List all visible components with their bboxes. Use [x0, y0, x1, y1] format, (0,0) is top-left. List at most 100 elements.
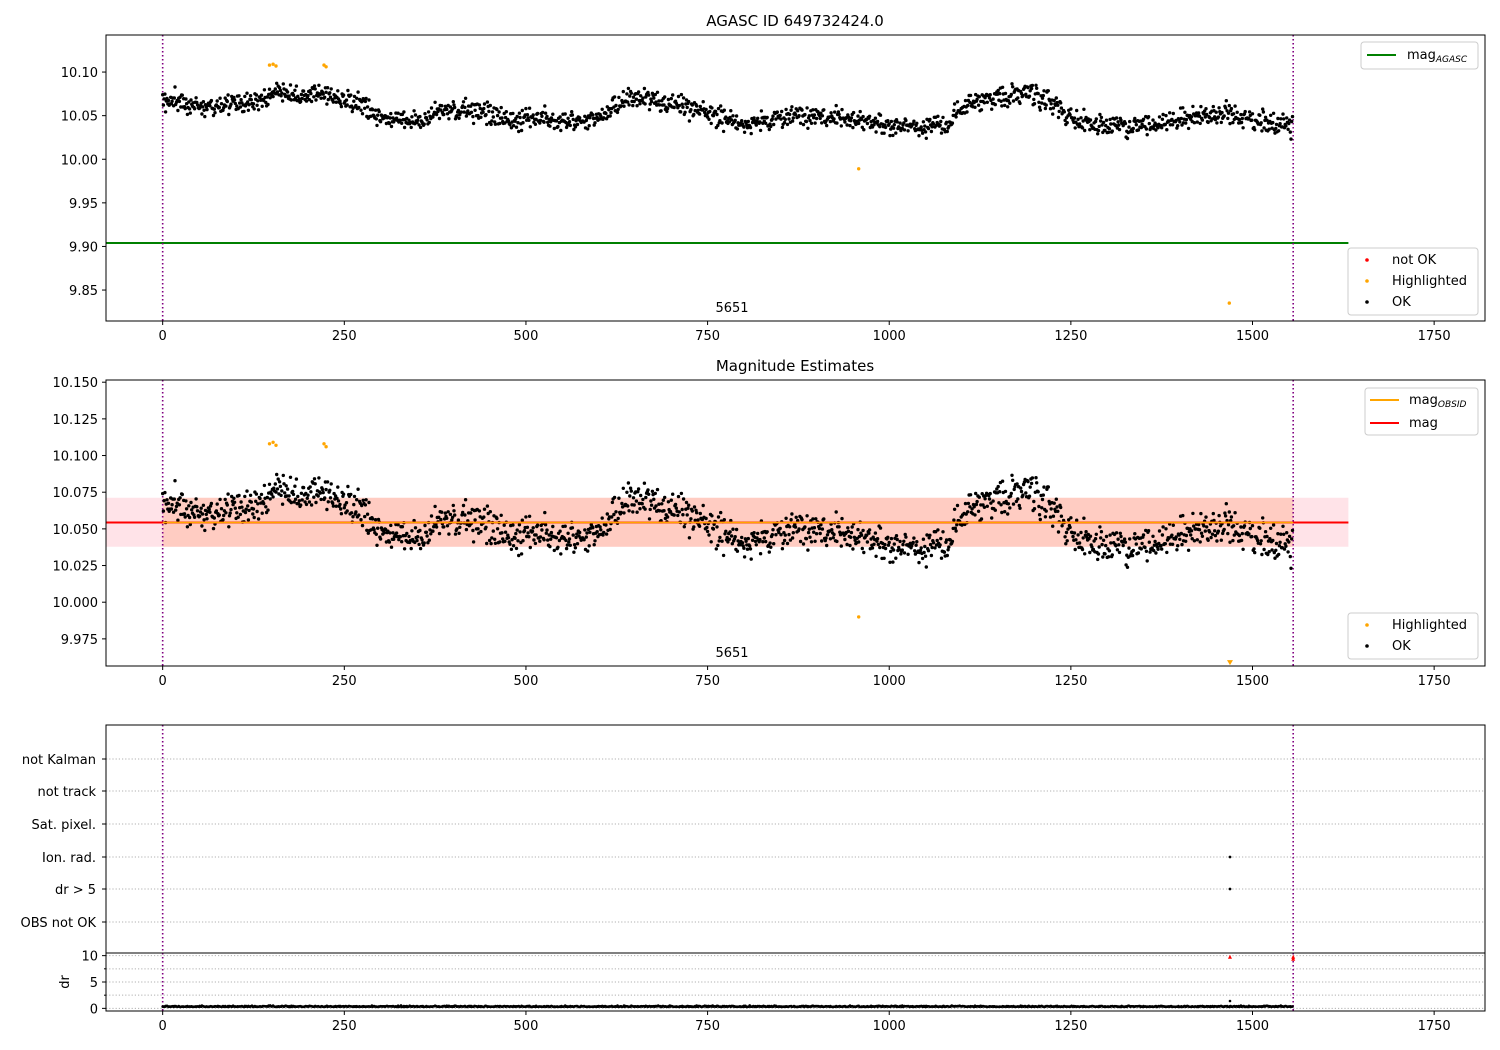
ok-point: [499, 105, 503, 110]
ok-point: [1038, 517, 1043, 522]
ok-point: [501, 537, 505, 541]
ok-point: [320, 487, 325, 492]
dr-clipped-marker: [1227, 954, 1232, 959]
ok-point: [464, 114, 469, 118]
ok-point: [1125, 136, 1130, 141]
ok-point: [928, 117, 932, 122]
ok-point: [277, 86, 282, 90]
ok-point: [189, 98, 193, 102]
ok-point: [912, 119, 916, 123]
ok-point: [1042, 485, 1046, 489]
ok-point: [1223, 511, 1227, 515]
ok-point: [485, 541, 489, 546]
ok-point: [1277, 544, 1282, 548]
ok-point: [1239, 538, 1244, 543]
ok-point: [508, 542, 512, 546]
ok-point: [172, 96, 176, 100]
ok-point: [1054, 96, 1059, 100]
ok-point: [646, 488, 650, 492]
ok-point: [939, 536, 943, 541]
ok-point: [312, 95, 316, 99]
ok-point: [812, 113, 817, 117]
ok-point: [228, 511, 232, 515]
ok-point: [1226, 523, 1231, 527]
ok-point: [1016, 96, 1020, 100]
ok-point: [291, 492, 296, 497]
ok-point: [1216, 115, 1221, 119]
ok-point: [376, 113, 380, 117]
ok-point: [299, 491, 304, 495]
ok-point: [622, 104, 626, 108]
ok-point: [1197, 111, 1201, 115]
ok-point: [756, 116, 760, 121]
ok-point: [373, 108, 378, 112]
y-tick-label: 10.075: [53, 486, 99, 501]
ok-point: [491, 529, 495, 533]
ok-point: [407, 534, 411, 539]
ok-point: [1159, 543, 1163, 548]
ok-point: [326, 500, 330, 504]
ok-point: [923, 544, 927, 549]
ok-point: [437, 515, 441, 519]
ok-point: [1191, 511, 1195, 516]
ok-point: [814, 532, 819, 536]
ok-point: [326, 97, 330, 102]
ok-point: [689, 517, 693, 521]
ok-point: [324, 487, 328, 492]
ok-point: [803, 112, 807, 117]
ok-point: [990, 107, 994, 111]
ok-point: [452, 103, 456, 107]
ok-point: [1040, 101, 1044, 105]
ok-point: [1263, 530, 1268, 534]
ok-point: [1022, 480, 1027, 484]
ok-point: [247, 103, 251, 107]
ok-point: [824, 536, 828, 540]
ok-point: [685, 513, 689, 517]
x-tick-label: 1500: [1236, 674, 1269, 689]
ok-point: [950, 539, 955, 544]
ok-point: [236, 515, 240, 519]
ok-point: [758, 537, 762, 542]
ok-point: [1186, 126, 1191, 131]
ok-point: [184, 499, 188, 503]
ok-point: [212, 516, 216, 520]
ok-point: [482, 102, 487, 106]
ok-point: [321, 490, 325, 495]
ok-point: [559, 128, 563, 133]
legend-box: [1360, 41, 1479, 70]
ok-point: [1118, 531, 1123, 535]
ok-point: [355, 96, 359, 101]
ok-point: [888, 133, 892, 138]
ok-point: [1037, 105, 1042, 109]
ok-point: [547, 533, 551, 537]
ok-point: [857, 540, 861, 544]
ok-point: [485, 100, 490, 104]
ok-point: [391, 531, 395, 535]
ok-point: [1198, 121, 1202, 126]
ok-point: [551, 524, 555, 529]
ok-point: [1178, 120, 1182, 124]
ok-point: [1012, 487, 1016, 492]
ok-point: [294, 84, 299, 88]
ok-point: [784, 107, 788, 112]
ok-point: [1109, 541, 1113, 545]
ok-point: [317, 83, 321, 88]
flag-label: not Kalman: [22, 753, 96, 768]
ok-point: [812, 526, 817, 530]
ok-point: [1192, 121, 1197, 125]
ok-point: [457, 531, 461, 535]
ok-point: [966, 103, 970, 108]
ok-point: [793, 112, 798, 117]
y-tick-label: 10: [81, 950, 98, 965]
ok-point: [1250, 524, 1255, 528]
ok-point: [466, 109, 470, 113]
ok-point: [572, 543, 577, 547]
ok-point: [1199, 531, 1204, 535]
ok-point: [495, 107, 499, 112]
x-tick-label: 0: [159, 674, 167, 689]
ok-point: [1093, 119, 1098, 124]
ok-point: [796, 109, 800, 113]
ok-point: [1051, 106, 1056, 110]
ok-point: [867, 114, 872, 119]
ok-point: [1181, 513, 1185, 518]
